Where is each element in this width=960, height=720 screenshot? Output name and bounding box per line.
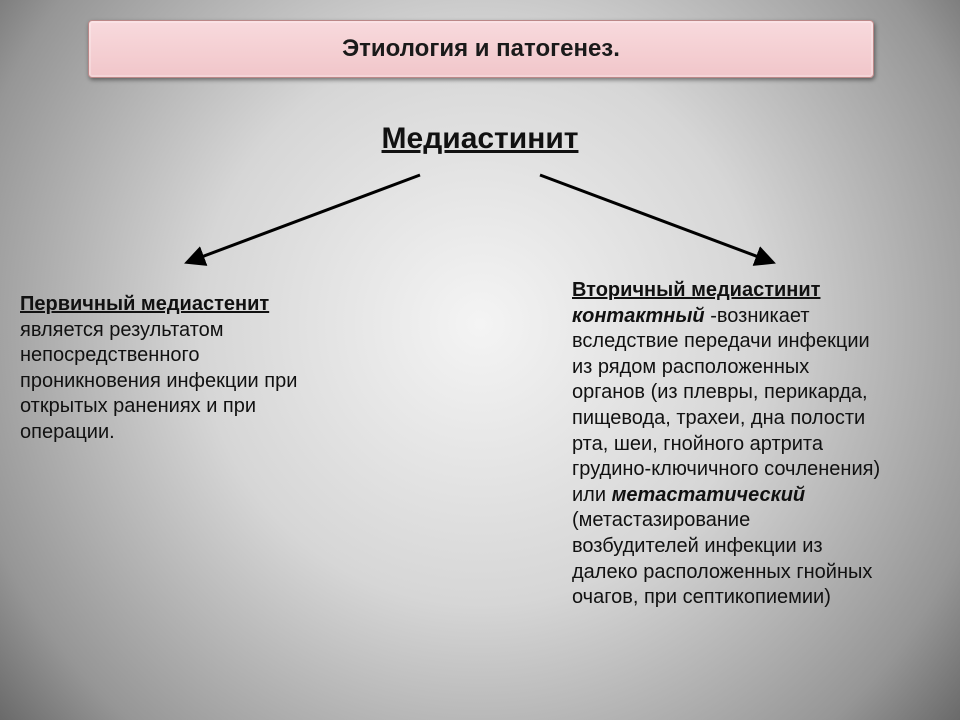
right-block-italic2: метастатический <box>612 484 806 506</box>
slide: Этиология и патогенез. Медиастинит Перви… <box>0 0 960 720</box>
right-block-body2: (метастазирование возбудителей инфекции … <box>572 509 872 608</box>
header-title: Этиология и патогенез. <box>342 35 620 63</box>
right-block: Вторичный медиастинит контактный -возник… <box>572 278 882 611</box>
left-block-body: является результатом непосредственного п… <box>20 319 297 443</box>
header-box: Этиология и патогенез. <box>88 20 874 78</box>
left-block: Первичный медиастенит является результат… <box>20 292 330 446</box>
right-block-body1: -возникает вследствие передачи инфекции … <box>572 305 880 506</box>
arrow-right <box>540 175 772 262</box>
right-block-italic1: контактный <box>572 305 705 327</box>
left-block-title: Первичный медиастенит <box>20 293 269 315</box>
arrow-left <box>188 175 420 262</box>
root-title: Медиастинит <box>0 122 960 156</box>
right-block-title: Вторичный медиастинит <box>572 279 820 301</box>
